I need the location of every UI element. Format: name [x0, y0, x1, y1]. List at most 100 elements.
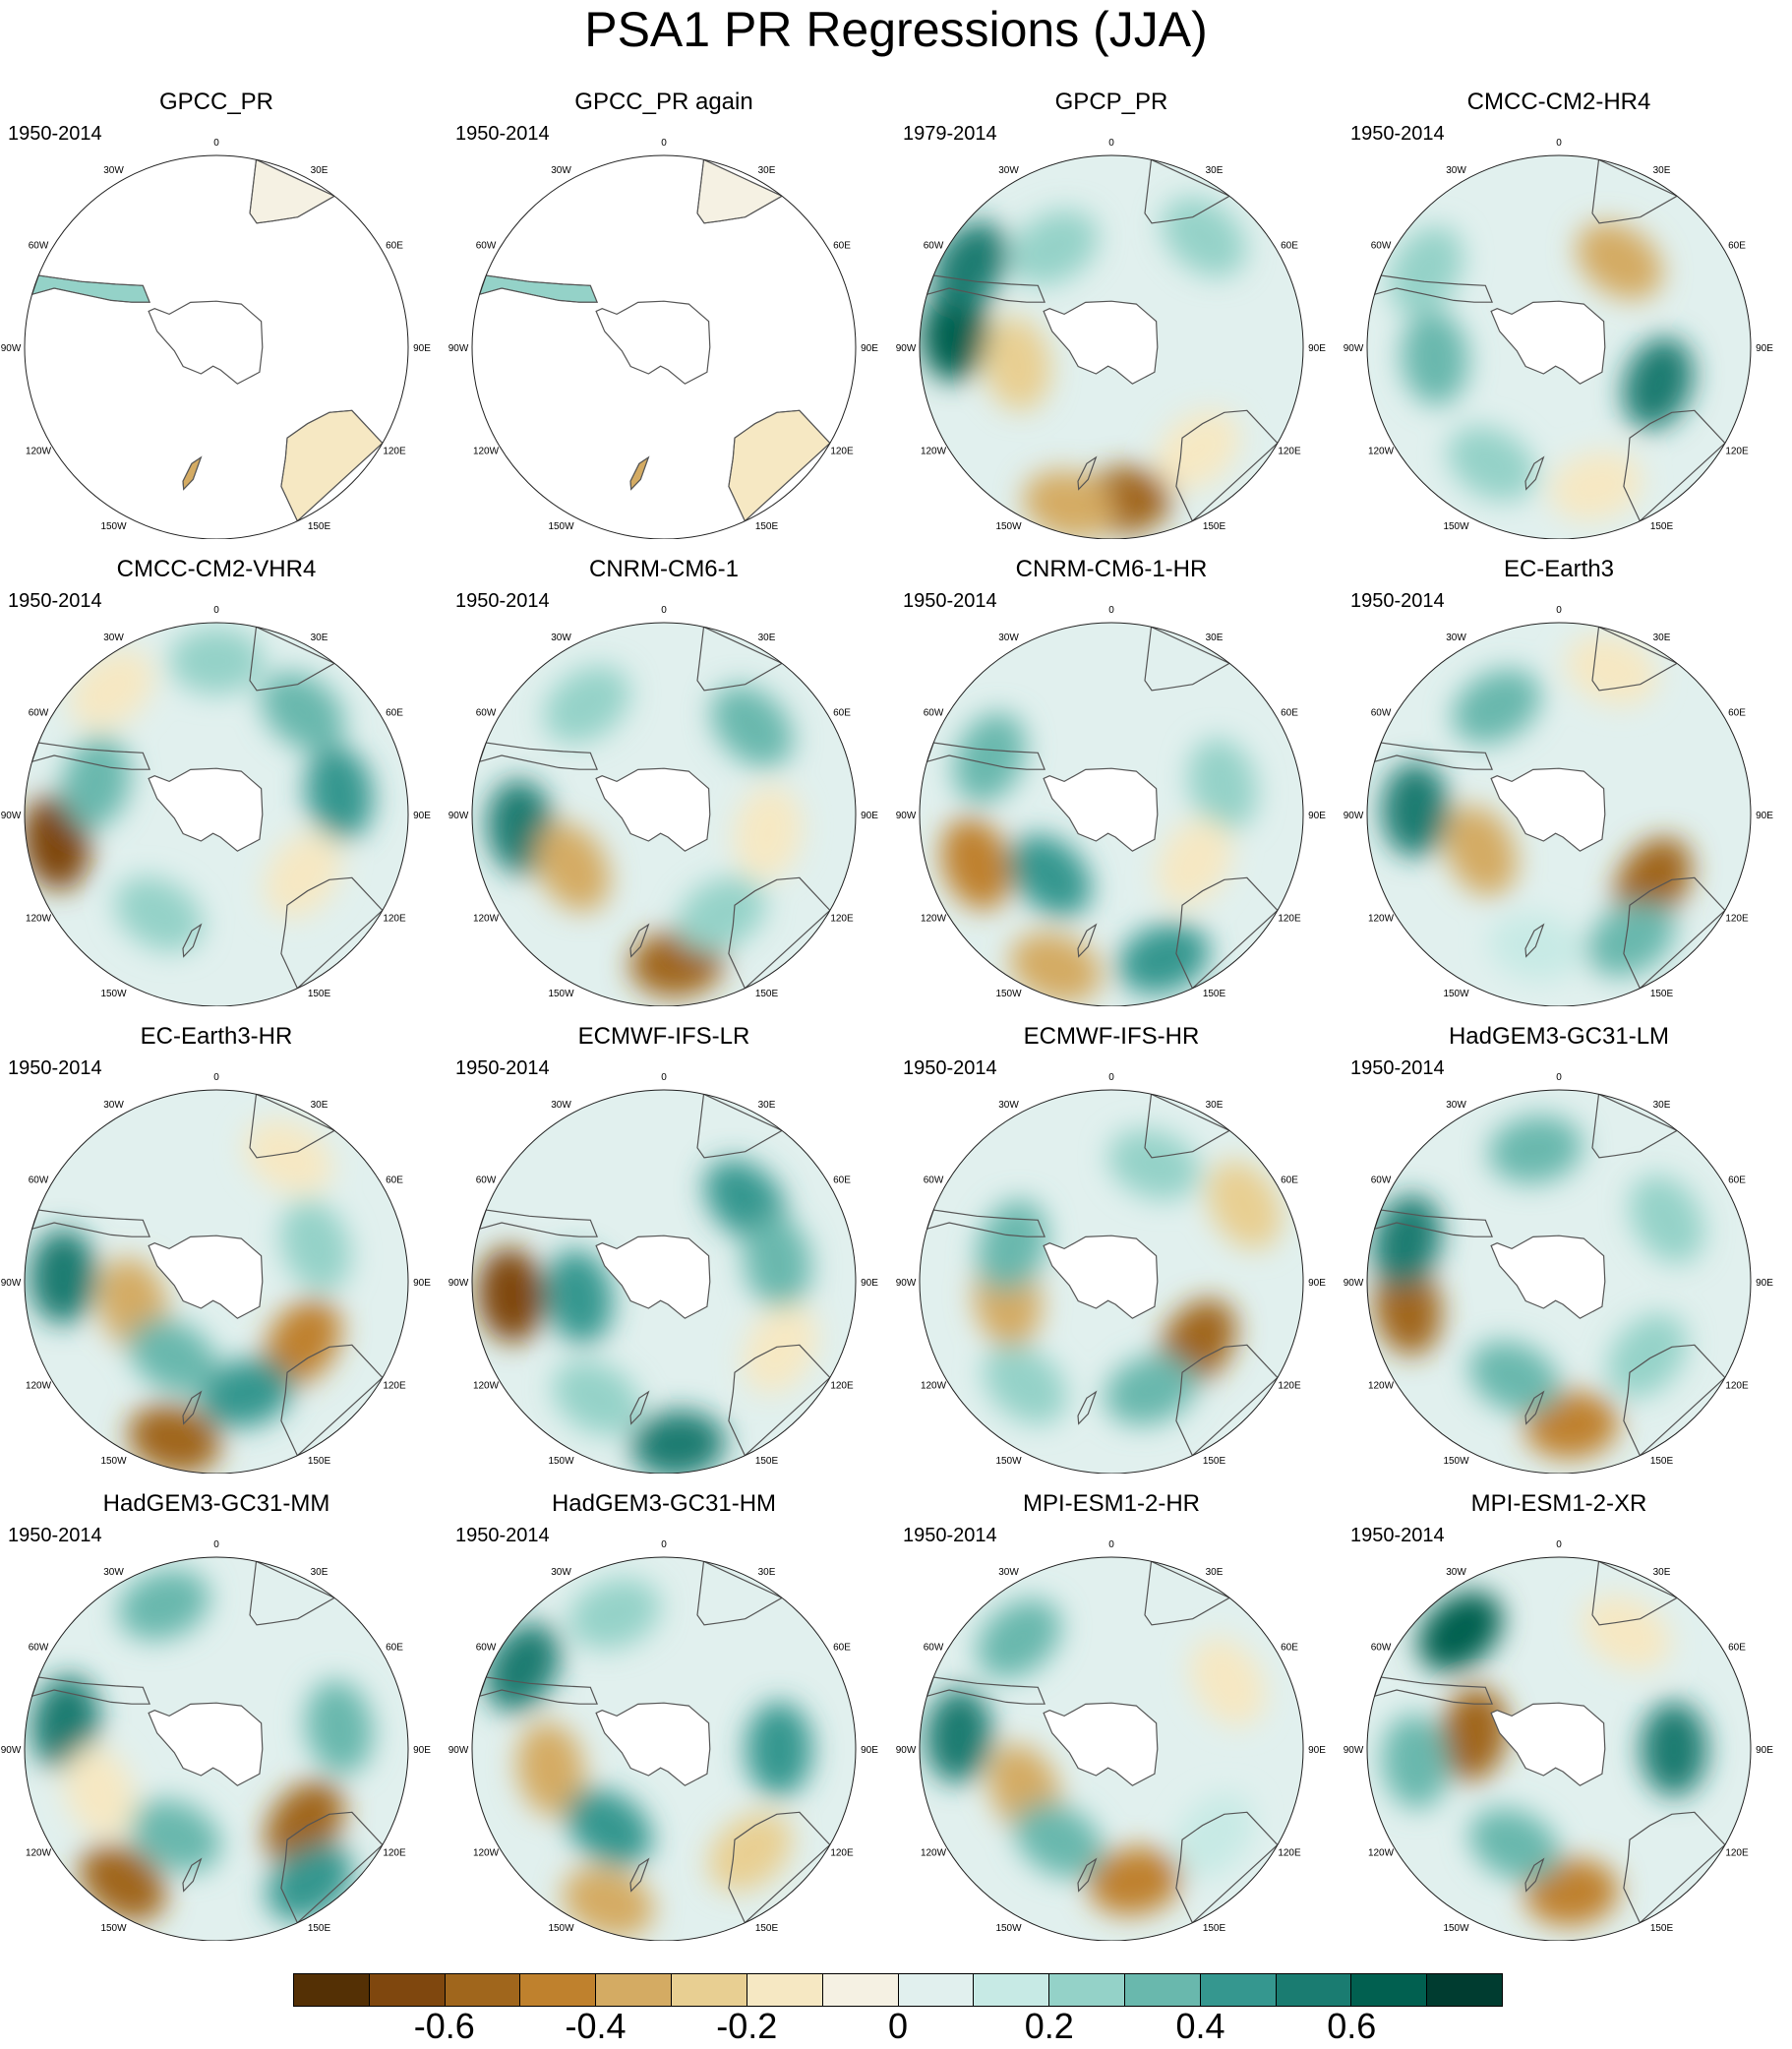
longitude-label: 60W [29, 1175, 49, 1186]
colorbar-tick-label: 0 [887, 2006, 909, 2046]
longitude-label: 60E [1728, 1175, 1746, 1186]
longitude-label: 60E [386, 1643, 403, 1654]
panel-years: 1950-2014 [903, 1057, 997, 1079]
longitude-label: 90W [448, 343, 469, 354]
longitude-label: 120E [830, 1381, 854, 1392]
longitude-label: 150E [1203, 989, 1226, 999]
anomaly-patch [1607, 1313, 1688, 1398]
longitude-label: 90E [1756, 1278, 1773, 1289]
coastline [1623, 876, 1726, 990]
longitude-label: 30E [758, 165, 776, 176]
longitude-label: 30W [1446, 633, 1466, 643]
longitude-label: 60W [476, 241, 497, 252]
longitude-label: 0 [1108, 605, 1114, 616]
anomaly-patch [1468, 1808, 1560, 1882]
anomaly-patch [477, 1247, 545, 1343]
panel-years: 1950-2014 [8, 590, 102, 612]
anomaly-patch [1107, 1128, 1200, 1200]
map-boundary [919, 154, 1304, 539]
map-panel: CNRM-CM6-11950-2014030E60E90E120E150E180… [448, 556, 880, 1008]
coastline [1490, 767, 1606, 852]
anomaly-patch [1187, 738, 1258, 831]
longitude-label: 60W [29, 1643, 49, 1654]
panel-title: EC-Earth3 [1503, 556, 1615, 582]
map-boundary [919, 1089, 1304, 1474]
anomaly-patch [130, 1799, 221, 1873]
coastline [728, 876, 831, 990]
coastline [1043, 1235, 1159, 1319]
longitude-label: 90E [413, 1745, 431, 1756]
longitude-label: 60W [476, 1175, 497, 1186]
longitude-label: 120W [1368, 914, 1395, 925]
anomaly-patch [1009, 210, 1099, 285]
longitude-label: 90E [861, 1745, 878, 1756]
coastline [182, 923, 203, 958]
longitude-label: 120W [921, 447, 947, 457]
anomaly-patch [169, 628, 264, 694]
coastline [1043, 1702, 1159, 1786]
panel-years: 1950-2014 [1350, 1057, 1445, 1079]
longitude-label: 60E [386, 708, 403, 719]
longitude-label: 0 [1556, 1539, 1562, 1550]
longitude-label: 150W [100, 521, 127, 532]
panel-title: CMCC-CM2-VHR4 [116, 556, 317, 582]
coastline [1077, 1390, 1098, 1425]
polar-map: 030E60E90E120E150E180150W120W90W60W30W [1344, 605, 1773, 1006]
coastline [595, 1702, 711, 1786]
anomaly-patch [1207, 1161, 1283, 1249]
longitude-label: 30E [311, 1567, 329, 1578]
panel-years: 1950-2014 [8, 1525, 102, 1546]
anomaly-patch [200, 1357, 293, 1428]
longitude-label: 120W [921, 914, 947, 925]
longitude-label: 90E [1756, 343, 1773, 354]
anomaly-patch [61, 736, 131, 829]
map-panel: EC-Earth3-HR 1950-2014 0 30E 60E 90E 120E 150E 1… [0, 1023, 433, 1476]
anomaly-patch [1157, 817, 1232, 907]
map-boundary [471, 1089, 857, 1474]
colorbar-swatch [445, 1974, 521, 2006]
longitude-label: 150W [995, 521, 1022, 532]
longitude-label: 150E [755, 1923, 779, 1934]
colorbar-swatch [1351, 1974, 1428, 2006]
anomaly-patch [1452, 669, 1541, 745]
longitude-label: 150W [548, 1923, 574, 1934]
panel-title: GPCP_PR [1054, 89, 1168, 115]
longitude-label: 30W [1446, 1567, 1466, 1578]
longitude-label: 150W [1443, 1456, 1469, 1467]
longitude-label: 30W [103, 1100, 124, 1111]
anomaly-patch [516, 1721, 585, 1816]
coastline [148, 767, 264, 852]
longitude-label: 90W [1, 1278, 22, 1289]
longitude-label: 90W [896, 811, 917, 821]
longitude-label: 90W [1344, 811, 1364, 821]
longitude-label: 150W [548, 989, 574, 999]
coastline [728, 1811, 831, 1924]
polar-map: 030E60E90E120E150E180150W120W90W60W30W [448, 605, 878, 1006]
longitude-label: 90E [1308, 1745, 1326, 1756]
coastline [728, 409, 831, 522]
coastline [1077, 1857, 1098, 1893]
longitude-label: 30W [103, 165, 124, 176]
longitude-label: 30E [1653, 1567, 1671, 1578]
polar-map: 030E60E90E120E150E180150W120W90W60W30W [896, 605, 1326, 1006]
coastline [182, 1390, 203, 1425]
coastline [1175, 876, 1279, 990]
longitude-label: 60W [924, 1175, 944, 1186]
longitude-label: 150W [1443, 989, 1469, 999]
anomaly-patch [1447, 426, 1536, 502]
map-panel: CMCC-CM2-VHR4 1950-2014 0 30E 60E 90E 120E 150E… [0, 556, 433, 1008]
longitude-label: 90E [1756, 811, 1773, 821]
longitude-label: 0 [1556, 605, 1562, 616]
colorbar-swatch [596, 1974, 673, 2006]
colorbar-swatch [1200, 1974, 1277, 2006]
coastline [1043, 767, 1159, 852]
longitude-label: 60E [833, 1643, 851, 1654]
longitude-label: 150W [100, 989, 127, 999]
polar-map: 030E60E90E120E150E180150W120W90W60W30W [448, 1072, 878, 1474]
polar-map: 030E60E90E120E150E180150W120W90W60W30W [1344, 1072, 1773, 1474]
longitude-label: 90W [1, 811, 22, 821]
map-panel: HadGEM3-GC31-LM 1950-2014 0 30E 60E 90E 120E 15… [1343, 1023, 1775, 1476]
coastline [1524, 455, 1545, 491]
longitude-label: 90E [1756, 1745, 1773, 1756]
coastline [1524, 1857, 1545, 1893]
